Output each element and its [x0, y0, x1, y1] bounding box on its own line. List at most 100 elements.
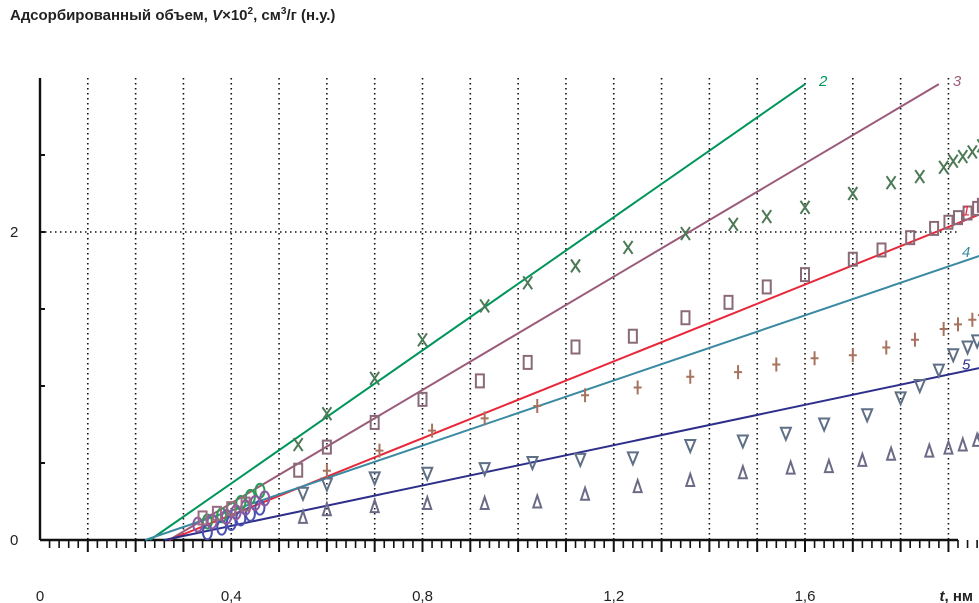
marker-square: [962, 205, 973, 221]
marker-square: [953, 210, 963, 226]
marker-x: [885, 175, 897, 190]
marker-square: [761, 279, 772, 295]
title-unit: , см: [253, 7, 281, 24]
marker-square: [240, 496, 251, 512]
marker-triangle-up: [632, 476, 644, 494]
line-label-3: 3: [953, 73, 962, 90]
marker-plus: [633, 380, 642, 395]
marker-x: [570, 258, 581, 273]
marker-triangle-up: [297, 507, 309, 524]
marker-triangle-up: [421, 493, 433, 511]
marker-square: [943, 214, 954, 230]
marker-plus: [939, 322, 948, 337]
marker-triangle-down: [860, 408, 874, 424]
marker-x: [847, 186, 859, 201]
marker-square: [723, 294, 734, 310]
marker-triangle-down: [320, 477, 334, 494]
chart-title: Адсорбированный объем, V×102, см3/г (н.у…: [10, 6, 335, 24]
marker-triangle-down: [478, 462, 492, 478]
marker-triangle-up: [923, 441, 935, 458]
x-tick-label: 1,2: [603, 588, 624, 603]
marker-triangle-down: [817, 417, 831, 434]
marker-plus: [954, 317, 962, 332]
marker-plus: [322, 463, 331, 478]
x-tick-label: 0,8: [412, 588, 433, 603]
marker-square: [197, 510, 208, 526]
title-times: ×10: [222, 7, 248, 24]
marker-plus: [533, 399, 542, 414]
marker-plus: [686, 369, 695, 384]
marker-plus: [968, 312, 977, 327]
marker-triangle-up: [321, 500, 333, 517]
marker-triangle-up: [943, 438, 954, 455]
line-label-2: 2: [818, 73, 828, 90]
marker-square: [226, 501, 237, 517]
marker-square: [474, 373, 485, 389]
marker-square: [293, 462, 304, 478]
title-v-symbol: V: [212, 7, 223, 24]
marker-x: [622, 240, 634, 255]
marker-x: [321, 406, 333, 421]
y-tick-label: 2: [10, 224, 18, 241]
marker-square: [847, 251, 858, 267]
marker-x: [799, 200, 811, 215]
marker-square: [905, 230, 916, 246]
marker-triangle-up: [823, 456, 835, 474]
marker-triangle-down: [946, 348, 960, 364]
marker-triangle-down: [894, 391, 908, 407]
title-suffix: /г (н.у.): [286, 7, 336, 24]
x-axis-label-symbol: t: [940, 588, 946, 603]
marker-x: [727, 217, 739, 232]
marker-square: [369, 414, 380, 430]
marker-triangle-up: [957, 435, 969, 452]
marker-square: [800, 267, 810, 283]
line-label-5: 5: [962, 357, 971, 374]
x-tick-label: 1,6: [795, 588, 816, 603]
marker-triangle-down: [932, 363, 946, 380]
x-tick-label: 0: [36, 588, 44, 603]
marker-triangle-up: [369, 496, 381, 514]
data-markers: [192, 138, 979, 541]
grid: [40, 78, 958, 540]
marker-x: [522, 275, 534, 290]
marker-square: [929, 220, 940, 236]
tick-labels: 0 0,4 0,8 1,2 1,6 0 2 t, нм 2 3 1 4 5: [10, 73, 973, 603]
marker-x: [967, 144, 978, 159]
marker-triangle-down: [913, 379, 927, 395]
marker-triangle-up: [684, 470, 696, 487]
marker-x: [479, 298, 490, 313]
marker-triangle-up: [737, 463, 749, 480]
axes: [38, 78, 978, 552]
marker-x: [957, 149, 969, 164]
x-axis-label-unit: , нм: [945, 588, 974, 603]
marker-plus: [910, 332, 919, 347]
marker-x: [761, 209, 773, 224]
marker-triangle-up: [856, 450, 868, 467]
marker-square: [570, 339, 581, 355]
title-exponent: 2: [247, 6, 254, 17]
marker-square: [417, 391, 428, 407]
marker-x: [938, 160, 949, 175]
fit-line-3: [168, 83, 940, 541]
x-axis-label: t, нм: [940, 588, 974, 603]
marker-triangle-down: [736, 434, 750, 451]
marker-triangle-down: [683, 439, 697, 455]
marker-x: [417, 332, 428, 347]
marker-triangle-down: [970, 334, 979, 350]
marker-triangle-down: [296, 486, 310, 503]
marker-triangle-up: [479, 493, 491, 511]
marker-triangle-down: [420, 466, 434, 483]
line-label-4: 4: [962, 244, 970, 261]
marker-triangle-up: [971, 430, 979, 447]
marker-square: [876, 242, 887, 258]
fit-line-5: [164, 367, 979, 541]
marker-square: [211, 505, 222, 521]
marker-x: [947, 154, 959, 169]
x-tick-label: 0,4: [221, 588, 242, 603]
title-unit-exponent: 3: [280, 6, 287, 17]
marker-x: [369, 371, 381, 386]
marker-square: [321, 439, 332, 455]
marker-x: [914, 169, 926, 184]
marker-x: [680, 226, 691, 241]
